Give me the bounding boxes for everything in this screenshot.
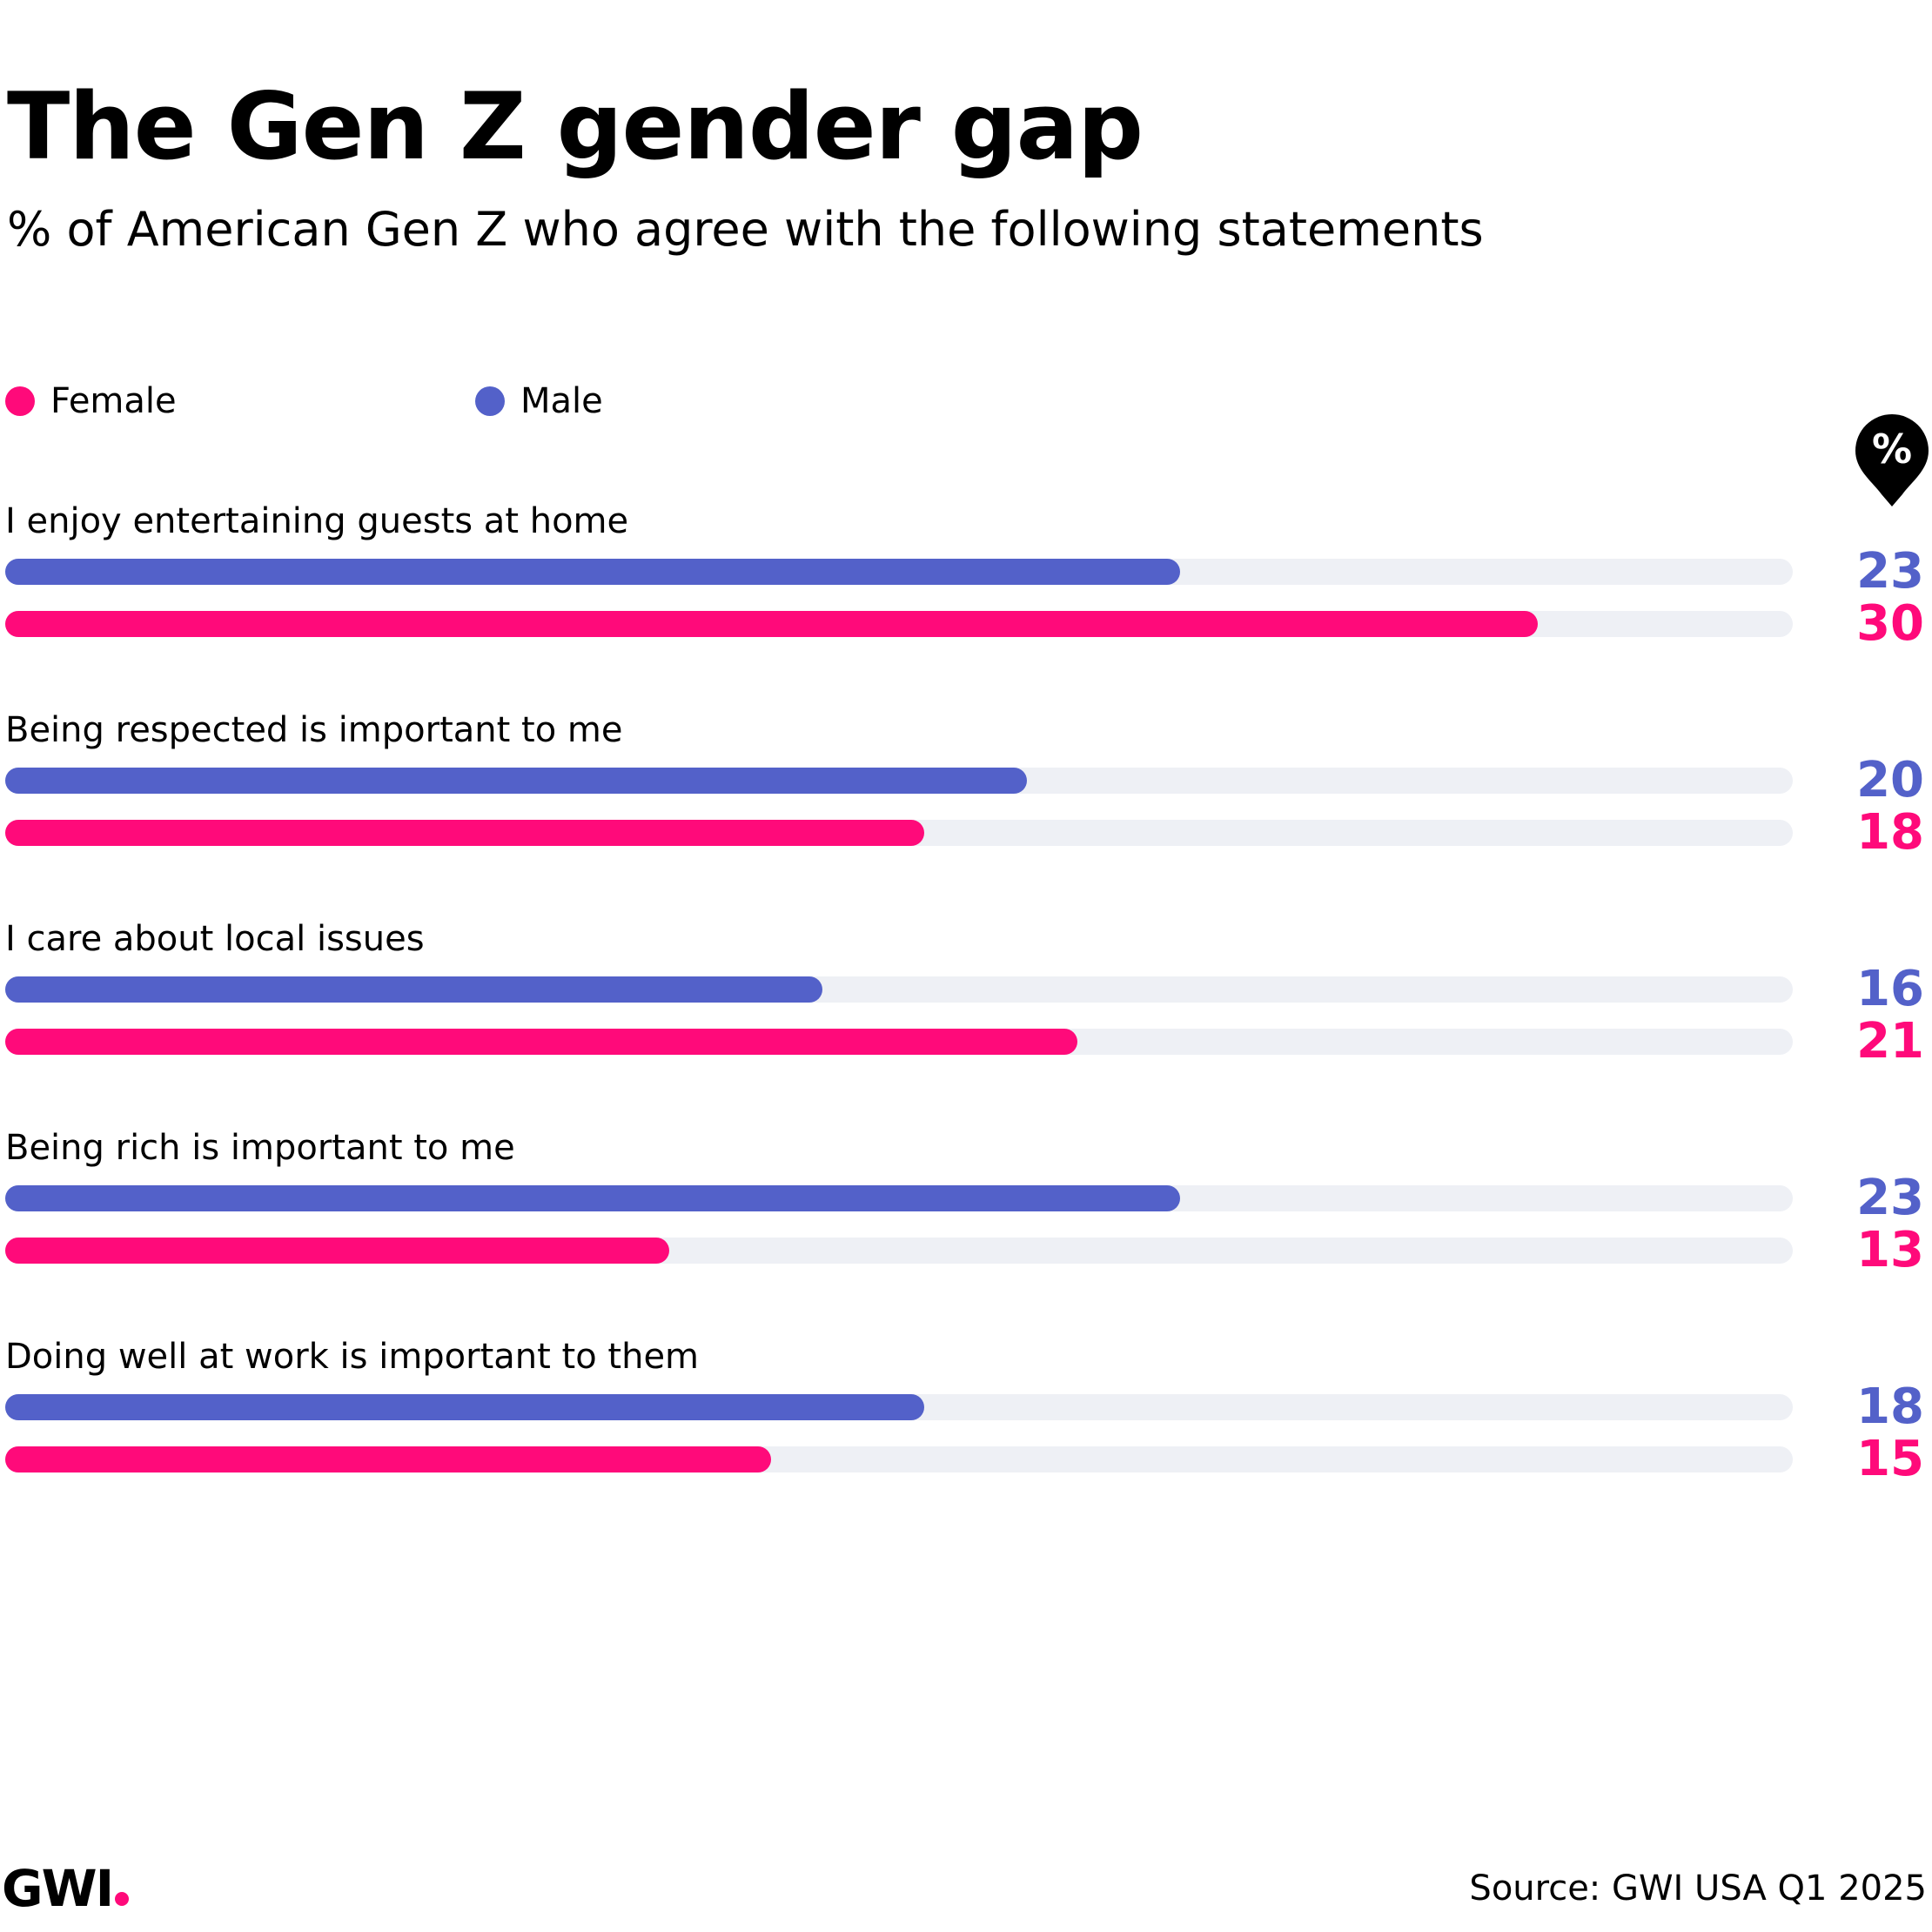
percent-unit-label: % — [1872, 426, 1912, 473]
bar-track-female-being-respected — [5, 820, 1793, 846]
bar-track-male-being-rich — [5, 1185, 1793, 1211]
bar-male-being-respected — [5, 768, 1027, 794]
bar-track-female-local-issues — [5, 1029, 1793, 1055]
value-label-male-being-rich: 23 — [1856, 1170, 1924, 1226]
legend-item-male: Male — [475, 379, 603, 423]
source-note: Source: GWI USA Q1 2025 — [1469, 1868, 1927, 1909]
bar-track-female-doing-well-at-work — [5, 1446, 1793, 1472]
legend-item-female: Female — [5, 379, 177, 423]
gwi-logo-dot — [115, 1892, 130, 1906]
value-label-female-being-rich: 13 — [1856, 1222, 1924, 1278]
legend-swatch-male — [475, 386, 505, 416]
bar-male-entertaining-guests — [5, 559, 1180, 585]
chart-title: The Gen Z gender gap — [7, 73, 1144, 180]
legend-swatch-female — [5, 386, 35, 416]
category-label-being-respected: Being respected is important to me — [5, 710, 623, 750]
bar-track-male-local-issues — [5, 976, 1793, 1003]
category-label-local-issues: I care about local issues — [5, 919, 425, 959]
bar-female-being-rich — [5, 1238, 669, 1264]
value-label-male-local-issues: 16 — [1856, 961, 1924, 1017]
value-label-female-entertaining-guests: 30 — [1856, 595, 1924, 652]
category-label-entertaining-guests: I enjoy entertaining guests at home — [5, 501, 629, 541]
bar-male-doing-well-at-work — [5, 1394, 925, 1420]
percent-unit-badge: % — [1855, 414, 1929, 506]
bar-track-male-doing-well-at-work — [5, 1394, 1793, 1420]
category-label-being-rich: Being rich is important to me — [5, 1128, 515, 1168]
legend-label-female: Female — [50, 381, 177, 421]
bar-female-being-respected — [5, 820, 925, 846]
value-label-male-entertaining-guests: 23 — [1856, 543, 1924, 600]
bar-male-local-issues — [5, 976, 822, 1003]
bar-track-male-entertaining-guests — [5, 559, 1793, 585]
bar-track-female-entertaining-guests — [5, 611, 1793, 637]
bar-track-female-being-rich — [5, 1238, 1793, 1264]
bar-female-doing-well-at-work — [5, 1446, 772, 1472]
value-label-female-doing-well-at-work: 15 — [1856, 1431, 1924, 1487]
gwi-logo: GWI — [2, 1859, 130, 1918]
value-label-male-doing-well-at-work: 18 — [1856, 1379, 1924, 1435]
bar-female-entertaining-guests — [5, 611, 1538, 637]
category-label-doing-well-at-work: Doing well at work is important to them — [5, 1337, 700, 1377]
gwi-logo-text: GWI — [2, 1859, 114, 1918]
bar-track-male-being-respected — [5, 768, 1793, 794]
value-label-male-being-respected: 20 — [1856, 752, 1924, 808]
value-label-female-local-issues: 21 — [1856, 1013, 1924, 1070]
value-label-female-being-respected: 18 — [1856, 804, 1924, 861]
legend-label-male: Male — [520, 381, 603, 421]
bar-female-local-issues — [5, 1029, 1078, 1055]
bar-male-being-rich — [5, 1185, 1180, 1211]
chart-subtitle: % of American Gen Z who agree with the f… — [7, 202, 1484, 257]
